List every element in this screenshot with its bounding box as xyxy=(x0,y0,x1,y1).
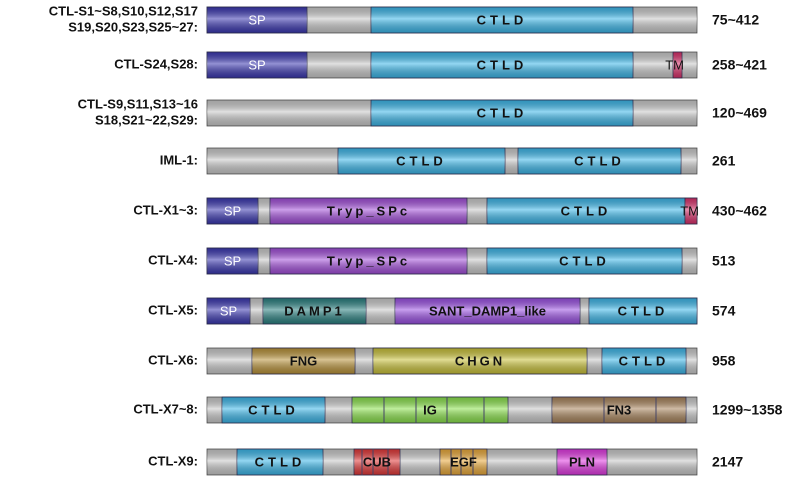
domain-shine xyxy=(552,397,686,423)
row-label: CTL-X6: xyxy=(148,352,198,367)
domain-shine xyxy=(222,397,325,423)
domain-label: CTLD xyxy=(559,253,610,268)
row-label: CTL-X1~3: xyxy=(133,202,198,217)
domain-label: FNG xyxy=(290,353,317,368)
domain-shine xyxy=(371,100,633,126)
domain-label: CTLD xyxy=(477,105,528,120)
domain-shine xyxy=(252,348,355,374)
row-label: CTL-X4: xyxy=(148,252,198,267)
domain-shine xyxy=(373,348,587,374)
domain-label: CTLD xyxy=(477,57,528,72)
length-label: 513 xyxy=(712,253,736,269)
domain-shine xyxy=(237,449,323,475)
domain-label: TM xyxy=(665,57,684,72)
row-label: IML-1: xyxy=(160,152,198,167)
row-label: CTL-X5: xyxy=(148,302,198,317)
domain-label: CTLD xyxy=(477,12,528,27)
domain-shine xyxy=(487,248,682,274)
domain-label: CTLD xyxy=(574,153,625,168)
domain-label: EGF xyxy=(450,454,477,469)
domain-label: Tryp_SPc xyxy=(327,253,410,268)
domain-label: SP xyxy=(224,203,241,218)
length-label: 1299~1358 xyxy=(712,402,783,418)
domain-label: CTLD xyxy=(619,353,670,368)
length-label: 75~412 xyxy=(712,12,759,28)
domain-label: CTLD xyxy=(396,153,447,168)
domain-label: SP xyxy=(248,12,265,27)
domain-shine xyxy=(270,198,467,224)
domain-shine xyxy=(440,449,487,475)
domain-shine xyxy=(557,449,607,475)
domain-shine xyxy=(371,52,633,78)
domain-label: TM xyxy=(680,203,699,218)
domain-label: CHGN xyxy=(455,353,505,368)
row-label: CTL-X7~8: xyxy=(133,401,198,416)
domain-shine xyxy=(395,298,580,324)
domain-label: SP xyxy=(248,57,265,72)
domain-label: PLN xyxy=(569,454,595,469)
domain-shine xyxy=(602,348,686,374)
length-label: 258~421 xyxy=(712,57,767,73)
domain-label: SP xyxy=(224,253,241,268)
domain-label: FN3 xyxy=(607,402,632,417)
row-label: CTL-S24,S28: xyxy=(114,56,198,71)
domain-shine xyxy=(207,248,258,274)
row-label: S19,S20,S23,S25~27: xyxy=(68,19,198,34)
row-label: CTL-X9: xyxy=(148,453,198,468)
domain-label: DAMP1 xyxy=(284,303,345,318)
domain-label: SP xyxy=(220,303,237,318)
domain-shine xyxy=(270,248,467,274)
length-label: 261 xyxy=(712,153,736,169)
length-label: 2147 xyxy=(712,454,743,470)
domain-label: Tryp_SPc xyxy=(327,203,410,218)
domain-label: SANT_DAMP1_like xyxy=(429,303,546,318)
row-label: S18,S21~22,S29: xyxy=(95,112,198,127)
domain-label: IG xyxy=(423,402,437,417)
length-label: 120~469 xyxy=(712,105,767,121)
domain-shine xyxy=(487,198,685,224)
domain-shine xyxy=(207,198,258,224)
domain-shine xyxy=(338,148,505,174)
domain-shine xyxy=(685,198,697,224)
domain-shine xyxy=(371,7,633,33)
domain-shine xyxy=(673,52,682,78)
domain-shine xyxy=(207,52,307,78)
domain-label: CTLD xyxy=(618,303,669,318)
length-label: 958 xyxy=(712,353,736,369)
length-label: 430~462 xyxy=(712,203,767,219)
domain-shine xyxy=(352,397,508,423)
row-label: CTL-S1~S8,S10,S12,S17 xyxy=(49,3,198,18)
domain-shine xyxy=(263,298,366,324)
domain-shine xyxy=(518,148,681,174)
row-label: CTL-S9,S11,S13~16 xyxy=(78,96,198,111)
domain-shine xyxy=(589,298,697,324)
domain-shine xyxy=(207,7,307,33)
domain-shine xyxy=(207,298,250,324)
domain-label: CTLD xyxy=(248,402,299,417)
length-label: 574 xyxy=(712,303,736,319)
domain-label: CTLD xyxy=(255,454,306,469)
domain-label: CTLD xyxy=(561,203,612,218)
domain-label: CUB xyxy=(363,454,391,469)
